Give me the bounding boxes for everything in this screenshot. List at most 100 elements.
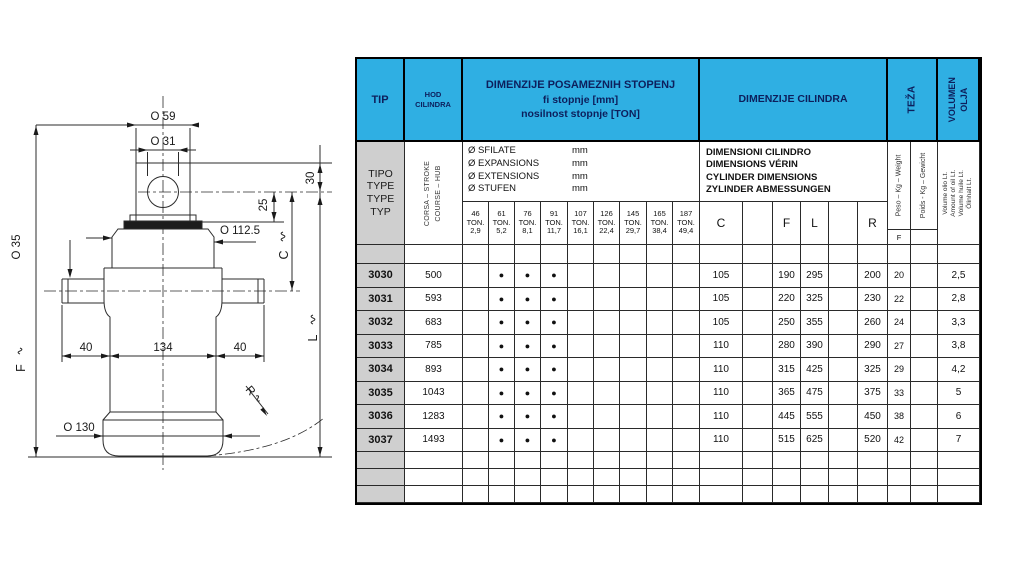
empty-row-cell [568,486,594,503]
stroke-cell: 1493 [405,428,463,452]
spacer-cell [829,245,858,264]
stage-empty-cell [647,358,673,382]
empty-row-cell [743,469,773,486]
cylinder-dim-letter: R [858,202,888,245]
blank-cell [743,311,773,335]
blank-cell [743,358,773,382]
empty-row-cell [357,469,405,486]
oil-volume-value: 4,2 [938,358,980,382]
blank-cell [911,405,938,429]
dim-label-25: 25 [258,199,270,212]
stage-empty-cell [463,264,489,288]
empty-row-cell [673,452,700,469]
stage-empty-cell [673,428,700,452]
blank-cell [911,311,938,335]
tip-cell: 3037 [357,428,405,452]
stage-empty-cell [647,381,673,405]
cylinder-technical-drawing: O 59 O 31 30 25 O 112.5 O 35 C L F 40 13… [11,96,332,470]
spacer-cell [463,245,489,264]
stage-empty-cell [594,264,620,288]
empty-row-cell [541,452,568,469]
stage-empty-cell [568,428,594,452]
empty-row-cell [700,486,743,503]
oil-volume-value: 2,5 [938,264,980,288]
f-value: 365 [773,381,801,405]
stage-empty-cell [568,358,594,382]
empty-row-cell [700,452,743,469]
stage-empty-cell [568,287,594,311]
empty-row-cell [489,469,515,486]
stroke-cell: 785 [405,334,463,358]
stage-dot-cell: ● [489,358,515,382]
stage-empty-cell [568,334,594,358]
l-value: 325 [801,287,829,311]
empty-row-cell [541,469,568,486]
empty-row-cell [938,486,980,503]
empty-row-cell [357,452,405,469]
empty-row-cell [647,469,673,486]
empty-row-cell [829,452,858,469]
empty-row-cell [858,452,888,469]
c-value: 110 [700,334,743,358]
top-stage-tube [135,162,191,223]
empty-row-cell [620,486,647,503]
stage-column-header: 165 TON. 38,4 [647,202,673,245]
stage-empty-cell [568,311,594,335]
dim-label-c: C [277,250,291,259]
spacer-cell [888,245,911,264]
weight-value: 20 [888,264,911,288]
empty-row-cell [515,452,541,469]
dim-label-dia59: O 59 [151,111,176,123]
empty-row-cell [801,469,829,486]
r-value: 375 [858,381,888,405]
dim-label-f: F [14,364,28,372]
c-value: 110 [700,358,743,382]
weight-value: 29 [888,358,911,382]
empty-row-cell [620,469,647,486]
blank-cell [743,287,773,311]
stage-empty-cell [463,381,489,405]
stage-empty-cell [620,287,647,311]
stage-dot-cell: ● [515,428,541,452]
spacer-cell [489,245,515,264]
l-value: 355 [801,311,829,335]
weight-sub-f: F [888,229,910,244]
blank-cell [829,428,858,452]
stage-dot-cell: ● [489,428,515,452]
stage-column-header: 46 TON. 2,9 [463,202,489,245]
stage-empty-cell [594,428,620,452]
cylinder-dim-letter: L [801,202,829,245]
spacer-cell [700,245,743,264]
stage-dot-cell: ● [515,287,541,311]
subheader-volume-lines: Volume olio Lt. Amount of oil Lt. Volume… [938,142,980,245]
gland-seal [123,220,203,230]
stage-empty-cell [463,428,489,452]
blank-cell [829,381,858,405]
stage-empty-cell [673,264,700,288]
blank-cell [829,202,858,245]
stage-dot-cell: ● [515,405,541,429]
spacer-cell [673,245,700,264]
spacer-cell [647,245,673,264]
spacer-cell [594,245,620,264]
spacer-cell [801,245,829,264]
blank-cell [829,358,858,382]
empty-row-cell [938,469,980,486]
stage-empty-cell [673,405,700,429]
weight-sub-empty [911,229,937,244]
subheader-corsa-stroke: CORSA – STROKE COURSE – HUB [405,142,463,245]
right-pin [222,278,265,304]
stage-empty-cell [673,381,700,405]
empty-row-cell [743,452,773,469]
stage-column-header: 126 TON. 22,4 [594,202,620,245]
oil-volume-value: 7 [938,428,980,452]
empty-row-cell [673,486,700,503]
spacer-cell [911,245,938,264]
stage-empty-cell [463,287,489,311]
subheader-weight-peso: Peso – Kg – Weight F [888,142,911,245]
f-value: 445 [773,405,801,429]
empty-row-cell [673,469,700,486]
weight-value: 42 [888,428,911,452]
empty-row-cell [489,452,515,469]
empty-row-cell [405,469,463,486]
